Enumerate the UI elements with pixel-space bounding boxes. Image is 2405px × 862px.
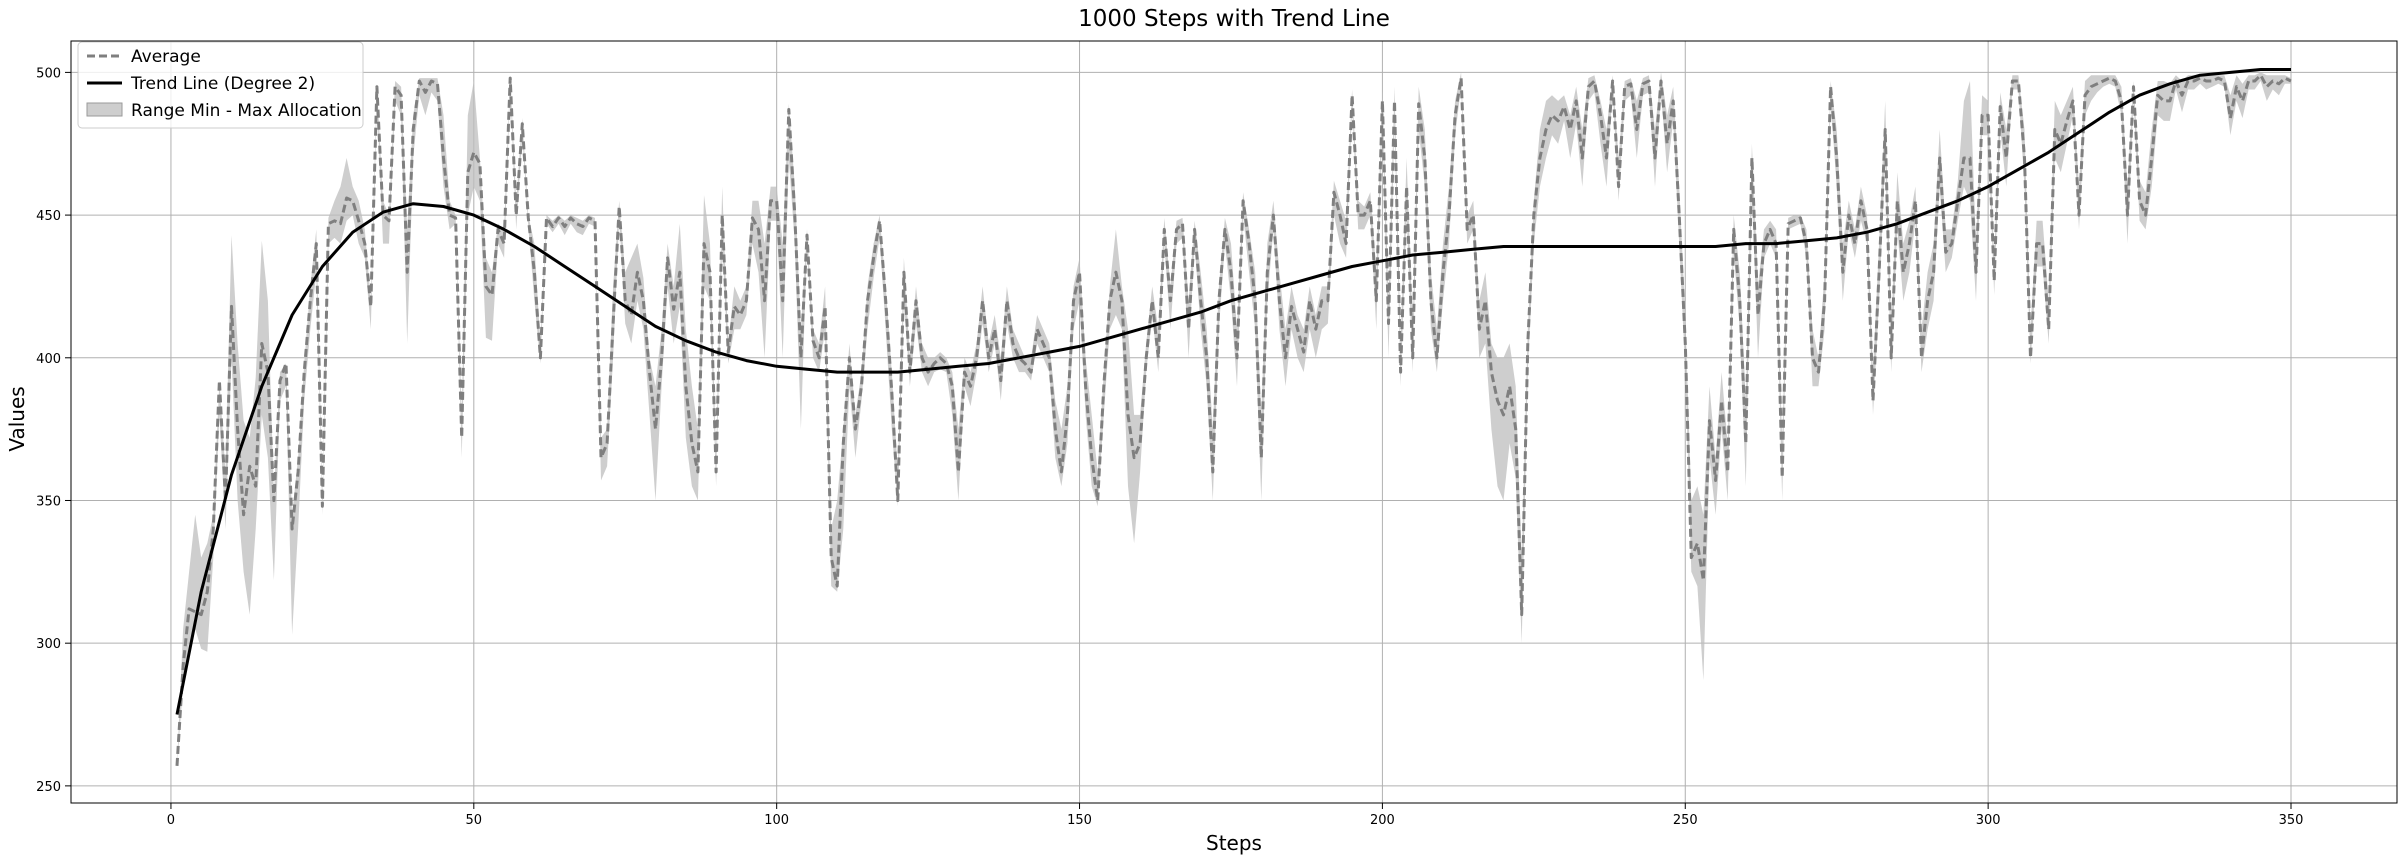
x-tick-label: 250	[1673, 813, 1698, 828]
x-tick-label: 150	[1067, 813, 1092, 828]
x-tick-label: 200	[1370, 813, 1395, 828]
y-tick-label: 250	[36, 780, 61, 795]
grid-lines	[71, 41, 2397, 803]
trend-line-layer	[175, 68, 2291, 715]
range-min-max-band	[177, 72, 2291, 766]
chart-title: 1000 Steps with Trend Line	[1078, 6, 1390, 32]
y-tick-label: 500	[36, 66, 61, 81]
legend-box	[77, 41, 364, 129]
x-tick-label: 100	[764, 813, 789, 828]
y-tick-label: 400	[36, 352, 61, 367]
trend-line	[175, 68, 2291, 715]
y-tick-label: 350	[36, 494, 61, 509]
average-line	[175, 73, 2292, 766]
legend-trend-label: Trend Line (Degree 2)	[130, 74, 315, 94]
x-axis-title: Steps	[1206, 831, 1262, 855]
legend: Average Trend Line (Degree 2) Range Min …	[77, 41, 364, 129]
legend-range-label: Range Min - Max Allocation	[131, 101, 362, 121]
x-axis-ticks: 0 50 100 150 200 250 300 350	[167, 803, 2304, 828]
x-tick-label: 350	[2279, 813, 2304, 828]
legend-range-swatch	[86, 102, 123, 117]
legend-average-label: Average	[131, 47, 201, 67]
y-axis-ticks: 250 300 350 400 450 500	[36, 66, 71, 795]
y-axis-title: Values	[5, 386, 29, 451]
average-line-layer	[175, 73, 2292, 766]
x-tick-label: 50	[466, 813, 483, 828]
x-tick-label: 300	[1976, 813, 2001, 828]
y-tick-label: 300	[36, 637, 61, 652]
plot-frame	[70, 40, 2398, 804]
y-tick-label: 450	[36, 209, 61, 224]
range-band-layer	[177, 72, 2291, 766]
x-tick-label: 0	[167, 813, 175, 828]
